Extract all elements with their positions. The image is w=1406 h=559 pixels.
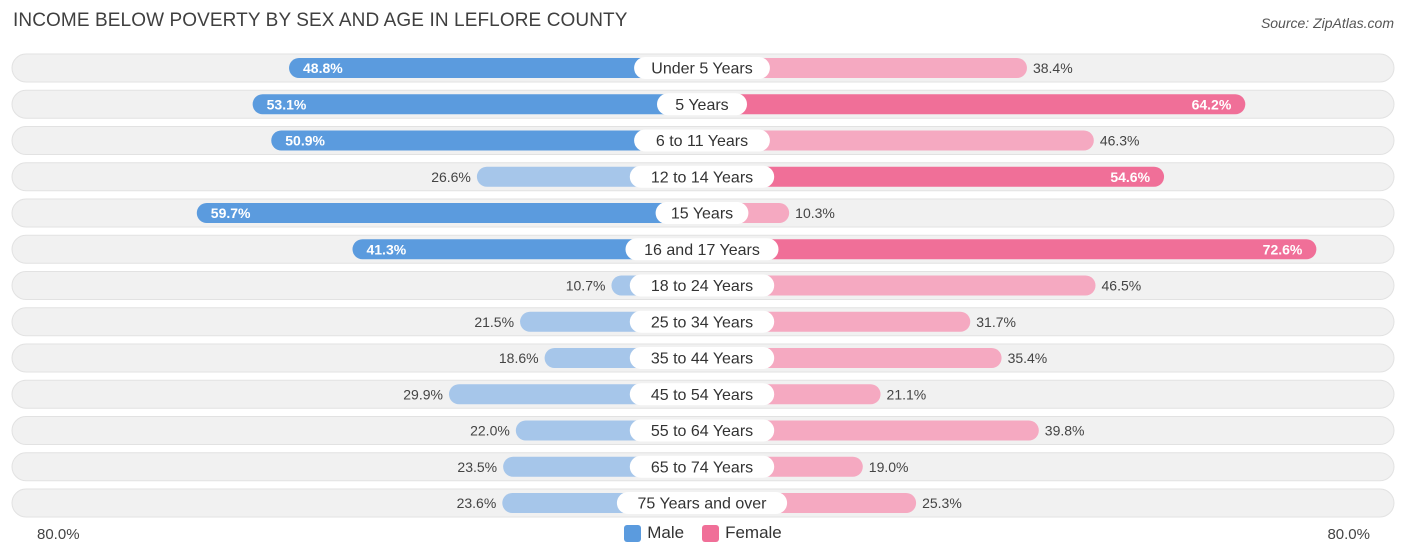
category-pill: [625, 238, 779, 261]
female-bar: [702, 420, 1039, 441]
axis-left-label: 80.0%: [37, 526, 80, 543]
category-label: 12 to 14 Years: [651, 169, 753, 186]
category-pill: [629, 310, 775, 333]
category-label: 5 Years: [675, 97, 728, 114]
category-pill: [634, 129, 770, 152]
category-label: 18 to 24 Years: [651, 278, 753, 295]
female-bar: [702, 275, 1096, 296]
axis-right-label: 80.0%: [1327, 526, 1370, 543]
male-value-label: 23.5%: [457, 459, 497, 475]
category-pill: [657, 93, 747, 116]
male-bar: [271, 130, 702, 151]
female-value-label: 46.3%: [1100, 133, 1140, 149]
category-label: 25 to 34 Years: [651, 314, 753, 331]
chart-source: Source: ZipAtlas.com: [1260, 15, 1394, 31]
male-value-label: 10.7%: [566, 278, 606, 294]
category-pill: [634, 57, 770, 79]
chart-title: INCOME BELOW POVERTY BY SEX AND AGE IN L…: [13, 10, 628, 31]
category-pill: [629, 165, 775, 188]
male-bar: [352, 239, 702, 260]
legend-swatch-female: [702, 524, 720, 542]
category-label: 35 to 44 Years: [651, 351, 753, 368]
male-bar: [289, 58, 702, 78]
category-pill: [629, 419, 775, 442]
legend-swatch-male: [624, 524, 642, 542]
male-value-label: 29.9%: [403, 386, 443, 402]
female-bar: [702, 58, 1027, 78]
category-label: 6 to 11 Years: [656, 133, 748, 150]
male-value-label: 50.9%: [285, 133, 325, 149]
male-value-label: 22.0%: [470, 423, 510, 439]
male-value-label: 18.6%: [499, 350, 539, 366]
female-value-label: 35.4%: [1008, 350, 1048, 366]
female-value-label: 31.7%: [976, 314, 1016, 330]
male-value-label: 23.6%: [457, 495, 497, 511]
female-value-label: 25.3%: [922, 495, 962, 511]
category-pill: [629, 274, 775, 297]
female-value-label: 21.1%: [887, 386, 927, 402]
category-label: 45 to 54 Years: [651, 387, 753, 404]
male-value-label: 41.3%: [366, 241, 406, 257]
legend-label-female: Female: [725, 523, 782, 542]
female-bar: [702, 239, 1317, 260]
female-bar: [702, 130, 1094, 151]
category-pill: [629, 383, 775, 406]
male-value-label: 48.8%: [303, 60, 343, 76]
female-value-label: 72.6%: [1263, 241, 1303, 257]
legend-item-female: Female: [702, 523, 782, 543]
female-bar: [702, 94, 1246, 115]
female-bar: [702, 348, 1002, 368]
category-label: 65 to 74 Years: [651, 459, 753, 476]
female-value-label: 54.6%: [1110, 169, 1150, 185]
female-value-label: 38.4%: [1033, 60, 1073, 76]
category-label: 15 Years: [671, 206, 733, 223]
male-value-label: 26.6%: [431, 169, 471, 185]
male-value-label: 21.5%: [474, 314, 514, 330]
female-value-label: 46.5%: [1102, 278, 1142, 294]
male-bar: [252, 94, 703, 115]
female-bar: [702, 166, 1165, 187]
male-value-label: 59.7%: [211, 205, 251, 221]
female-value-label: 39.8%: [1045, 423, 1085, 439]
bar-chart: 48.8% 38.4% Under 5 Years 53.1% 64.2% 5 Years…: [11, 53, 1395, 518]
category-pill: [629, 347, 775, 369]
male-value-label: 53.1%: [267, 96, 307, 112]
male-bar: [196, 203, 702, 223]
category-label: Under 5 Years: [651, 61, 752, 78]
category-label: 75 Years and over: [638, 496, 768, 513]
category-pill: [629, 455, 775, 478]
category-pill: [616, 492, 788, 514]
legend-item-male: Male: [624, 523, 684, 543]
category-label: 16 and 17 Years: [644, 242, 760, 259]
legend-label-male: Male: [647, 523, 685, 542]
legend: Male Female: [0, 523, 1406, 543]
female-value-label: 10.3%: [795, 205, 835, 221]
female-value-label: 19.0%: [869, 459, 909, 475]
category-pill: [655, 202, 749, 224]
female-value-label: 64.2%: [1192, 96, 1232, 112]
category-label: 55 to 64 Years: [651, 423, 753, 440]
